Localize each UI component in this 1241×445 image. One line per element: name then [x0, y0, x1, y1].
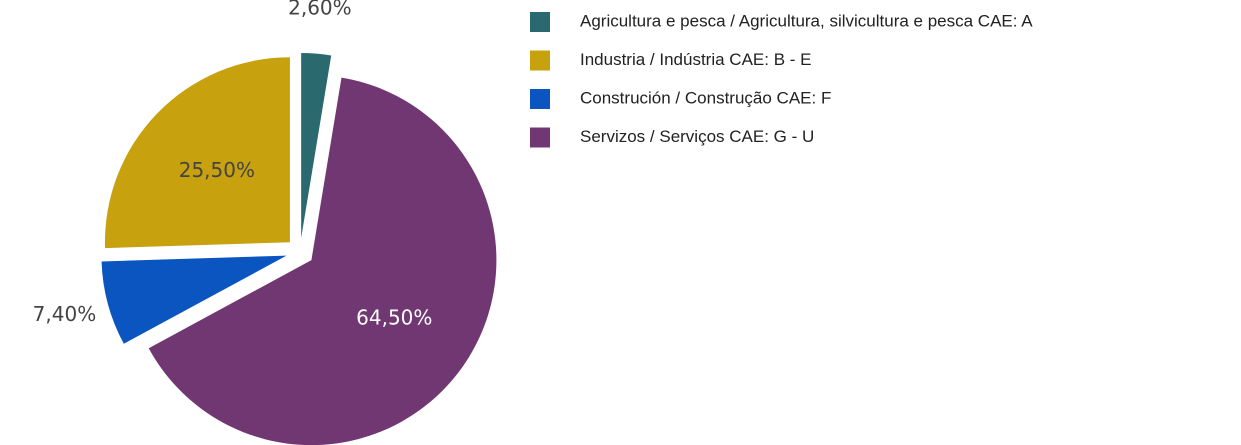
legend-label: Industria / Indústria CAE: B - E — [580, 50, 811, 69]
pie-slice — [301, 53, 332, 239]
legend-swatch — [530, 50, 550, 71]
pie-slice — [101, 255, 287, 344]
legend-label: Servizos / Serviços CAE: G - U — [580, 127, 814, 146]
slice-label: 2,60% — [288, 0, 352, 19]
legend-label: Construción / Construção CAE: F — [580, 88, 831, 107]
pie-slice — [104, 57, 290, 249]
legend-swatch — [530, 89, 550, 109]
slice-label: 64,50% — [356, 306, 432, 330]
legend-swatch — [530, 127, 550, 148]
slice-label: 25,50% — [179, 158, 255, 182]
pie-slice — [148, 77, 497, 445]
legend-swatch — [530, 12, 550, 32]
legend-label: Agricultura e pesca / Agricultura, silvi… — [580, 11, 1033, 30]
slice-label: 7,40% — [33, 302, 97, 326]
